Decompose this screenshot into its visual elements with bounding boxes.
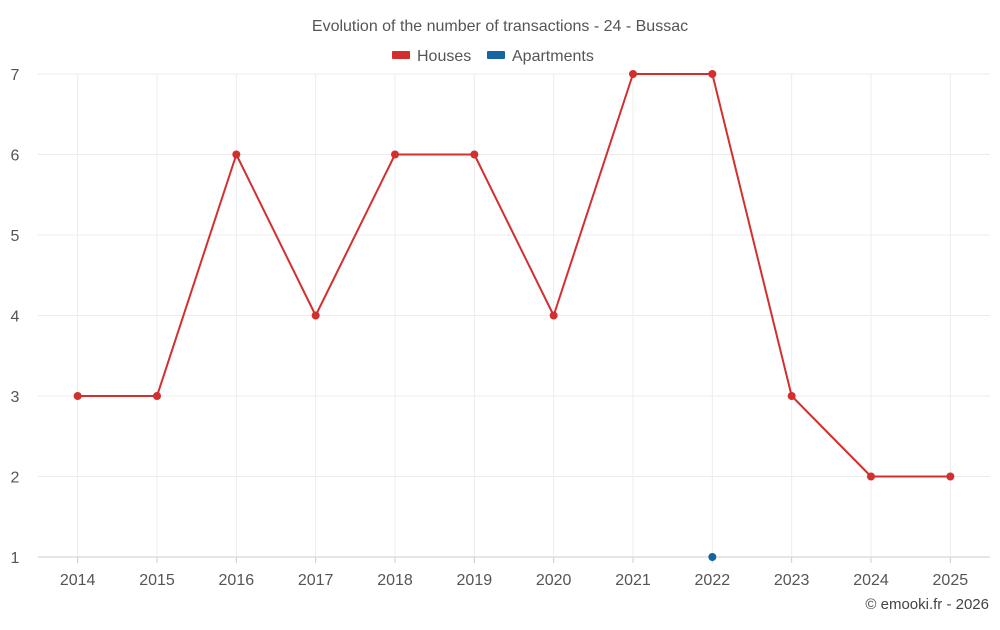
x-tick-label-2015: 2015 bbox=[139, 572, 175, 589]
x-tick-label-2017: 2017 bbox=[298, 572, 334, 589]
y-tick-label-5: 5 bbox=[11, 228, 20, 245]
data-point-houses-2023 bbox=[787, 392, 796, 400]
y-axis-ticks: 1 2 3 4 5 6 7 bbox=[11, 67, 20, 567]
x-tick-label-2018: 2018 bbox=[377, 572, 413, 589]
data-point-houses-2016 bbox=[232, 150, 241, 159]
data-point-houses-2020 bbox=[549, 311, 558, 320]
x-tick-label-2019: 2019 bbox=[457, 572, 493, 589]
legend-label-apartments: Apartments bbox=[512, 48, 594, 65]
series-line-houses bbox=[77, 73, 951, 478]
x-tick-label-2025: 2025 bbox=[933, 572, 969, 589]
legend-item-houses[interactable]: Houses bbox=[392, 48, 471, 65]
x-tick-label-2021: 2021 bbox=[615, 572, 651, 589]
data-point-houses-2018 bbox=[391, 150, 399, 159]
y-tick-label-6: 6 bbox=[11, 148, 20, 165]
x-tick-label-2022: 2022 bbox=[695, 572, 731, 589]
x-tick-label-2020: 2020 bbox=[536, 572, 572, 589]
data-point-houses-2022 bbox=[708, 70, 717, 78]
data-point-houses-2024 bbox=[867, 472, 875, 481]
legend-label-houses: Houses bbox=[417, 48, 471, 65]
x-axis-ticks: 2014 2015 2016 2017 2018 2019 2020 2021 2022 2023… bbox=[60, 572, 968, 589]
data-point-houses-2021 bbox=[629, 70, 637, 78]
x-tick-label-2024: 2024 bbox=[853, 572, 889, 589]
credit-text: © emooki.fr - 2026 bbox=[865, 596, 989, 613]
data-point-houses-2019 bbox=[470, 150, 479, 159]
y-tick-label-1: 1 bbox=[11, 550, 20, 567]
x-tick-label-2016: 2016 bbox=[219, 572, 255, 589]
data-point-houses-2017 bbox=[311, 311, 320, 320]
data-point-houses-2014 bbox=[73, 392, 82, 400]
y-tick-label-7: 7 bbox=[11, 67, 20, 84]
y-tick-label-3: 3 bbox=[11, 389, 20, 406]
legend-swatch-apartments bbox=[487, 51, 505, 59]
grid bbox=[38, 73, 990, 563]
data-point-apartments-2022 bbox=[708, 553, 717, 561]
legend: Houses Apartments bbox=[392, 48, 594, 65]
series bbox=[73, 70, 955, 561]
x-tick-label-2023: 2023 bbox=[774, 572, 810, 589]
x-tick-label-2014: 2014 bbox=[60, 572, 96, 589]
y-tick-label-4: 4 bbox=[11, 309, 20, 326]
data-point-houses-2025 bbox=[946, 472, 955, 481]
legend-swatch-houses bbox=[392, 51, 410, 59]
data-point-houses-2015 bbox=[153, 392, 161, 400]
chart-title: Evolution of the number of transactions … bbox=[312, 18, 688, 35]
legend-item-apartments[interactable]: Apartments bbox=[487, 48, 594, 65]
y-tick-label-2: 2 bbox=[11, 470, 20, 487]
